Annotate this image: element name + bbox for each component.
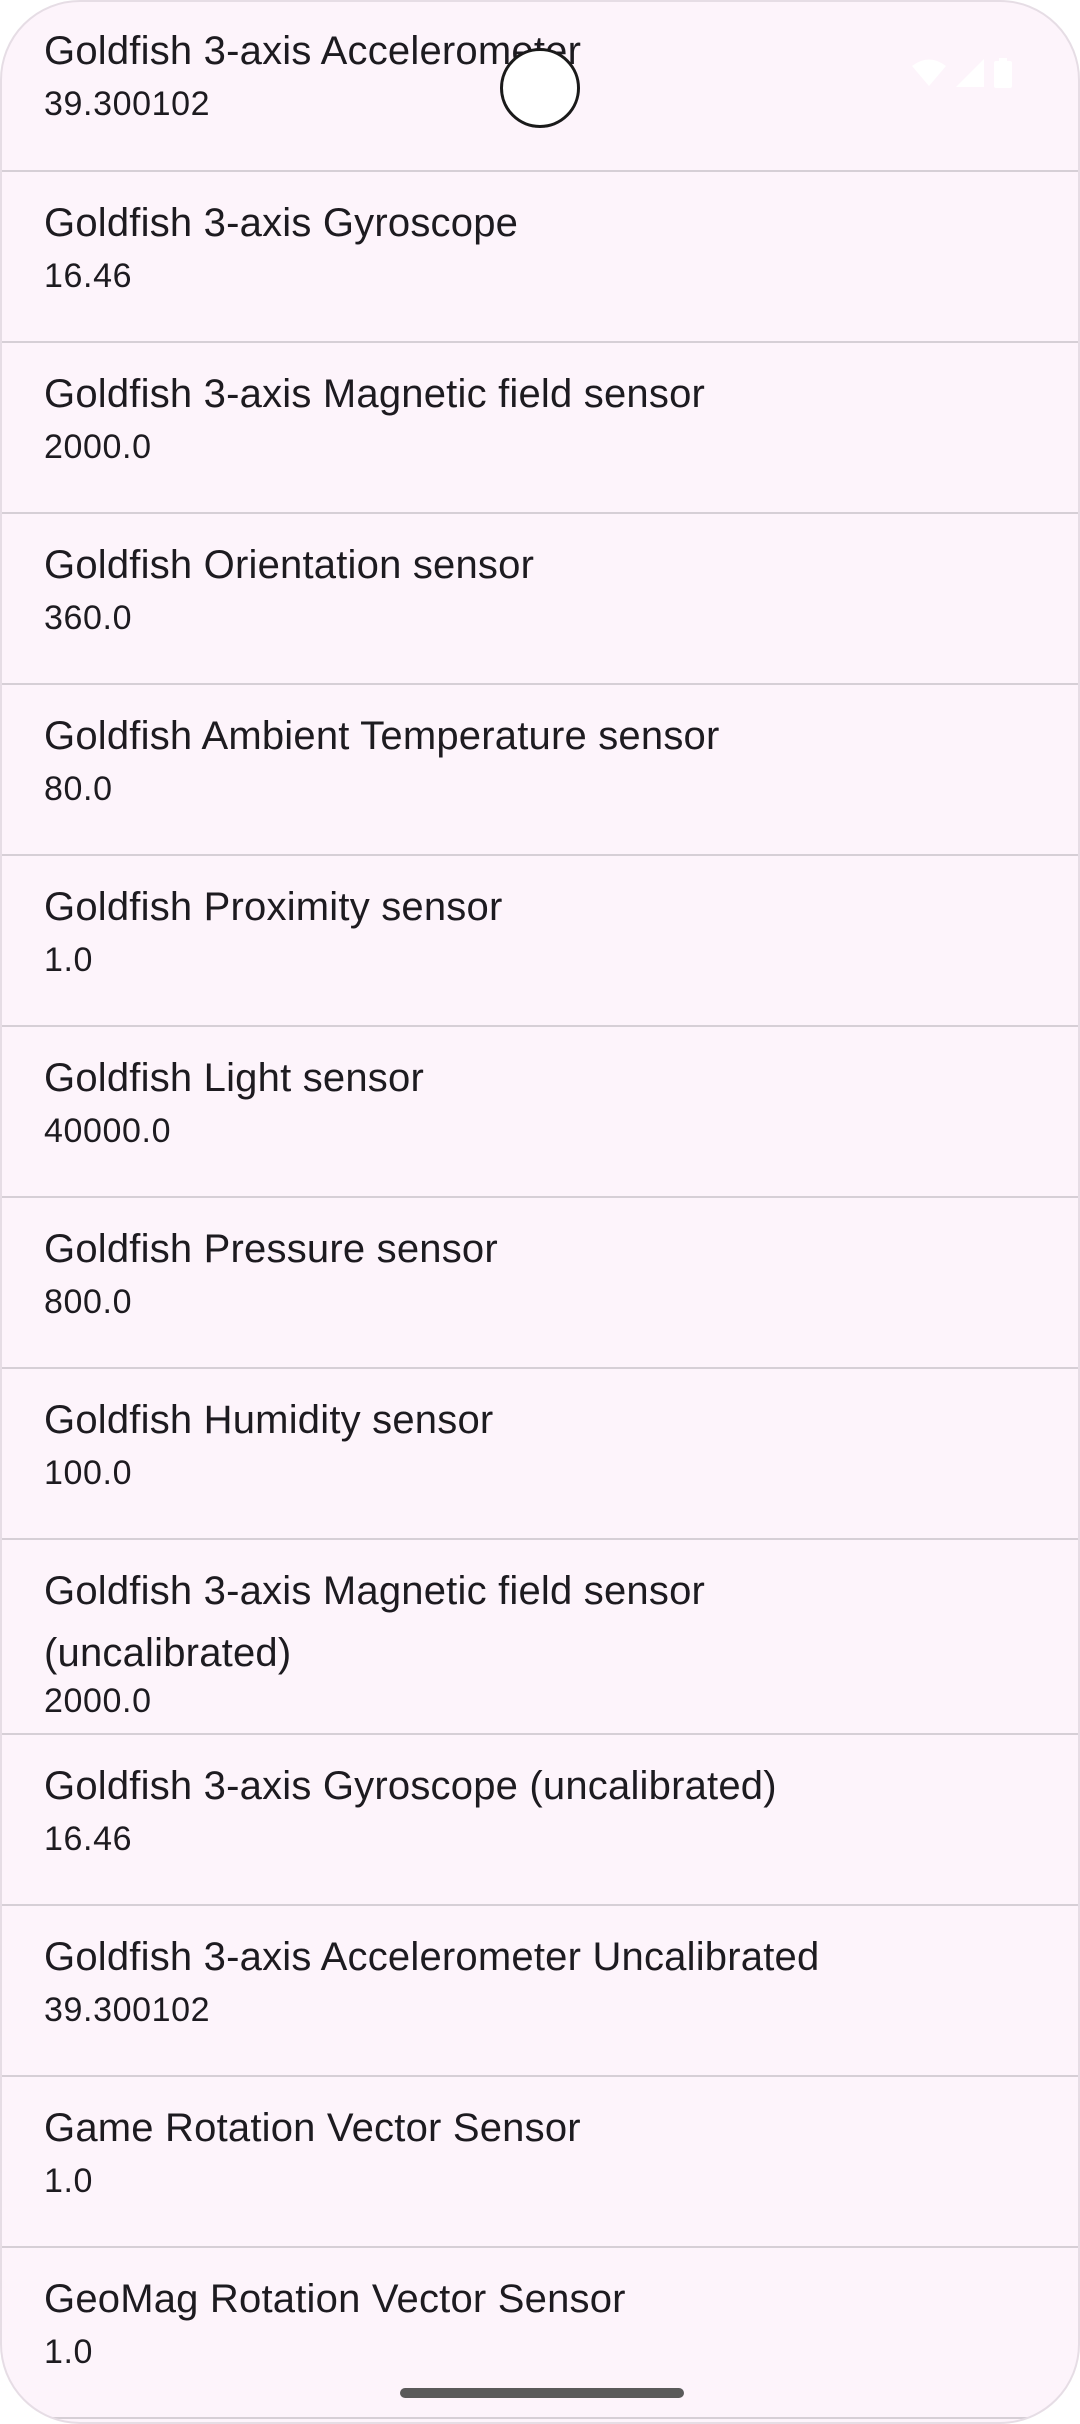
sensor-max-range: 1.0 xyxy=(44,2333,94,2371)
sensor-name: Goldfish 3-axis Gyroscope (uncalibrated) xyxy=(44,1764,777,1808)
sensor-name: GeoMag Rotation Vector Sensor xyxy=(44,2277,626,2321)
list-item[interactable]: Goldfish 3-axis Accelerometer Uncalibrat… xyxy=(2,1906,1078,2077)
front-camera-cutout xyxy=(500,48,580,128)
sensor-max-range: 40000.0 xyxy=(44,1112,172,1150)
list-item[interactable]: Goldfish 3-axis Accelerometer 39.300102 xyxy=(2,2,1078,172)
sensor-name: Goldfish 3-axis Magnetic field sensor xyxy=(44,372,706,416)
sensor-max-range: 16.46 xyxy=(44,1820,133,1858)
sensor-max-range: 2000.0 xyxy=(44,1682,152,1720)
sensor-max-range: 39.300102 xyxy=(44,1991,211,2029)
sensor-name: Goldfish 3-axis Accelerometer xyxy=(44,29,582,73)
sensor-max-range: 16.46 xyxy=(44,257,133,295)
sensor-max-range: 80.0 xyxy=(44,770,113,808)
sensor-name: Goldfish 3-axis Accelerometer Uncalibrat… xyxy=(44,1935,820,1979)
sensor-name: Goldfish Orientation sensor xyxy=(44,543,535,587)
sensor-name: Goldfish 3-axis Magnetic field sensor (u… xyxy=(44,1569,706,1675)
sensor-name: Game Rotation Vector Sensor xyxy=(44,2106,581,2150)
sensor-name: Goldfish Ambient Temperature sensor xyxy=(44,714,720,758)
list-item[interactable]: Goldfish 3-axis Magnetic field sensor 20… xyxy=(2,343,1078,514)
list-item[interactable]: GeoMag Rotation Vector Sensor 1.0 xyxy=(2,2248,1078,2419)
sensor-max-range: 100.0 xyxy=(44,1454,133,1492)
sensor-name: Goldfish Pressure sensor xyxy=(44,1227,498,1271)
sensor-name: Goldfish Humidity sensor xyxy=(44,1398,494,1442)
sensor-max-range: 800.0 xyxy=(44,1283,133,1321)
sensor-max-range: 39.300102 xyxy=(44,85,211,123)
list-item[interactable]: Game Rotation Vector Sensor 1.0 xyxy=(2,2077,1078,2248)
sensor-name: Goldfish Proximity sensor xyxy=(44,885,503,929)
list-item[interactable]: Goldfish Humidity sensor 100.0 xyxy=(2,1369,1078,1540)
sensor-name: Goldfish 3-axis Gyroscope xyxy=(44,201,519,245)
sensor-max-range: 360.0 xyxy=(44,599,133,637)
sensor-max-range: 2000.0 xyxy=(44,428,152,466)
list-item[interactable]: Goldfish Orientation sensor 360.0 xyxy=(2,514,1078,685)
list-item[interactable]: Goldfish 3-axis Gyroscope 16.46 xyxy=(2,172,1078,343)
list-item[interactable]: Goldfish Pressure sensor 800.0 xyxy=(2,1198,1078,1369)
list-item[interactable]: Goldfish Ambient Temperature sensor 80.0 xyxy=(2,685,1078,856)
sensor-max-range: 1.0 xyxy=(44,941,94,979)
list-item[interactable]: Goldfish Proximity sensor 1.0 xyxy=(2,856,1078,1027)
sensor-name: Goldfish Light sensor xyxy=(44,1056,424,1100)
gesture-navigation-handle[interactable] xyxy=(400,2388,684,2398)
list-item[interactable]: Goldfish Light sensor 40000.0 xyxy=(2,1027,1078,1198)
list-item[interactable]: Goldfish 3-axis Magnetic field sensor (u… xyxy=(2,1540,1078,1735)
sensor-max-range: 1.0 xyxy=(44,2162,94,2200)
list-item[interactable]: Goldfish 3-axis Gyroscope (uncalibrated)… xyxy=(2,1735,1078,1906)
